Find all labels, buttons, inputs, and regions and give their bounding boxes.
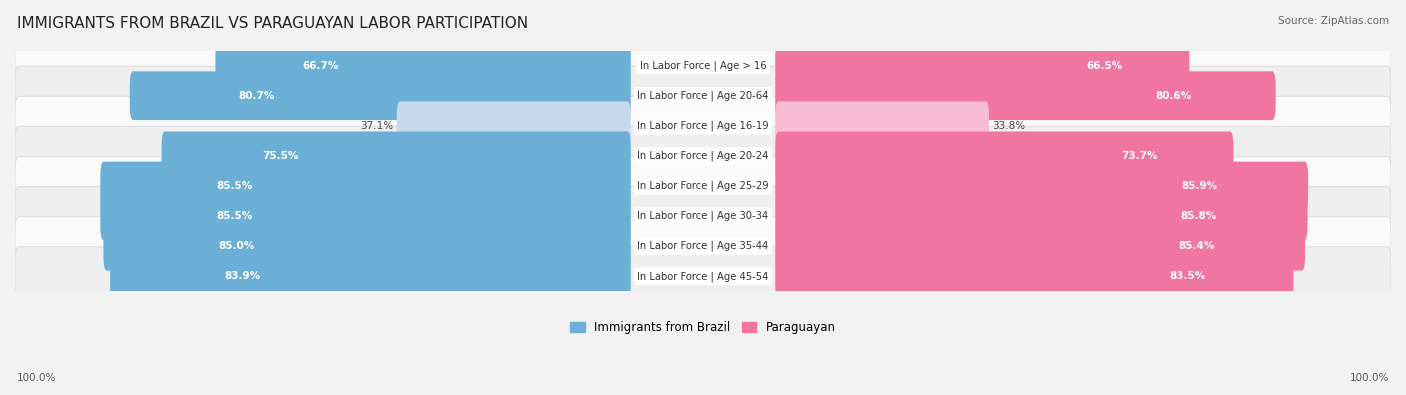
- FancyBboxPatch shape: [15, 156, 1391, 216]
- Text: IMMIGRANTS FROM BRAZIL VS PARAGUAYAN LABOR PARTICIPATION: IMMIGRANTS FROM BRAZIL VS PARAGUAYAN LAB…: [17, 16, 529, 31]
- Text: 100.0%: 100.0%: [1350, 373, 1389, 383]
- Text: 85.5%: 85.5%: [217, 181, 253, 191]
- FancyBboxPatch shape: [110, 252, 631, 301]
- Text: 73.7%: 73.7%: [1122, 151, 1159, 161]
- FancyBboxPatch shape: [775, 192, 1308, 241]
- FancyBboxPatch shape: [775, 252, 1294, 301]
- Text: 85.5%: 85.5%: [217, 211, 253, 221]
- Text: In Labor Force | Age 16-19: In Labor Force | Age 16-19: [637, 120, 769, 131]
- FancyBboxPatch shape: [775, 71, 1275, 120]
- Text: 100.0%: 100.0%: [17, 373, 56, 383]
- Text: 85.9%: 85.9%: [1181, 181, 1218, 191]
- FancyBboxPatch shape: [775, 41, 1189, 90]
- FancyBboxPatch shape: [396, 102, 631, 150]
- FancyBboxPatch shape: [775, 222, 1305, 271]
- FancyBboxPatch shape: [15, 66, 1391, 125]
- Text: 37.1%: 37.1%: [360, 121, 394, 131]
- Legend: Immigrants from Brazil, Paraguayan: Immigrants from Brazil, Paraguayan: [565, 316, 841, 339]
- Text: 80.6%: 80.6%: [1156, 91, 1192, 101]
- Text: 33.8%: 33.8%: [993, 121, 1025, 131]
- FancyBboxPatch shape: [15, 96, 1391, 155]
- Text: In Labor Force | Age 25-29: In Labor Force | Age 25-29: [637, 181, 769, 191]
- FancyBboxPatch shape: [15, 217, 1391, 276]
- Text: In Labor Force | Age 45-54: In Labor Force | Age 45-54: [637, 271, 769, 282]
- Text: Source: ZipAtlas.com: Source: ZipAtlas.com: [1278, 16, 1389, 26]
- Text: In Labor Force | Age 20-64: In Labor Force | Age 20-64: [637, 90, 769, 101]
- FancyBboxPatch shape: [100, 162, 631, 211]
- FancyBboxPatch shape: [775, 132, 1233, 180]
- Text: In Labor Force | Age 35-44: In Labor Force | Age 35-44: [637, 241, 769, 252]
- Text: In Labor Force | Age > 16: In Labor Force | Age > 16: [640, 60, 766, 71]
- Text: In Labor Force | Age 20-24: In Labor Force | Age 20-24: [637, 150, 769, 161]
- FancyBboxPatch shape: [104, 222, 631, 271]
- Text: 66.5%: 66.5%: [1087, 60, 1122, 71]
- FancyBboxPatch shape: [162, 132, 631, 180]
- FancyBboxPatch shape: [129, 71, 631, 120]
- Text: 66.7%: 66.7%: [302, 60, 339, 71]
- FancyBboxPatch shape: [775, 102, 988, 150]
- FancyBboxPatch shape: [15, 186, 1391, 246]
- Text: 85.0%: 85.0%: [219, 241, 254, 251]
- Text: 83.5%: 83.5%: [1170, 271, 1206, 281]
- FancyBboxPatch shape: [215, 41, 631, 90]
- Text: 80.7%: 80.7%: [239, 91, 276, 101]
- FancyBboxPatch shape: [100, 192, 631, 241]
- FancyBboxPatch shape: [15, 247, 1391, 306]
- Text: 75.5%: 75.5%: [263, 151, 299, 161]
- Text: In Labor Force | Age 30-34: In Labor Force | Age 30-34: [637, 211, 769, 221]
- Text: 85.4%: 85.4%: [1178, 241, 1215, 251]
- FancyBboxPatch shape: [15, 36, 1391, 95]
- Text: 83.9%: 83.9%: [224, 271, 260, 281]
- Text: 85.8%: 85.8%: [1181, 211, 1218, 221]
- FancyBboxPatch shape: [775, 162, 1308, 211]
- FancyBboxPatch shape: [15, 126, 1391, 185]
